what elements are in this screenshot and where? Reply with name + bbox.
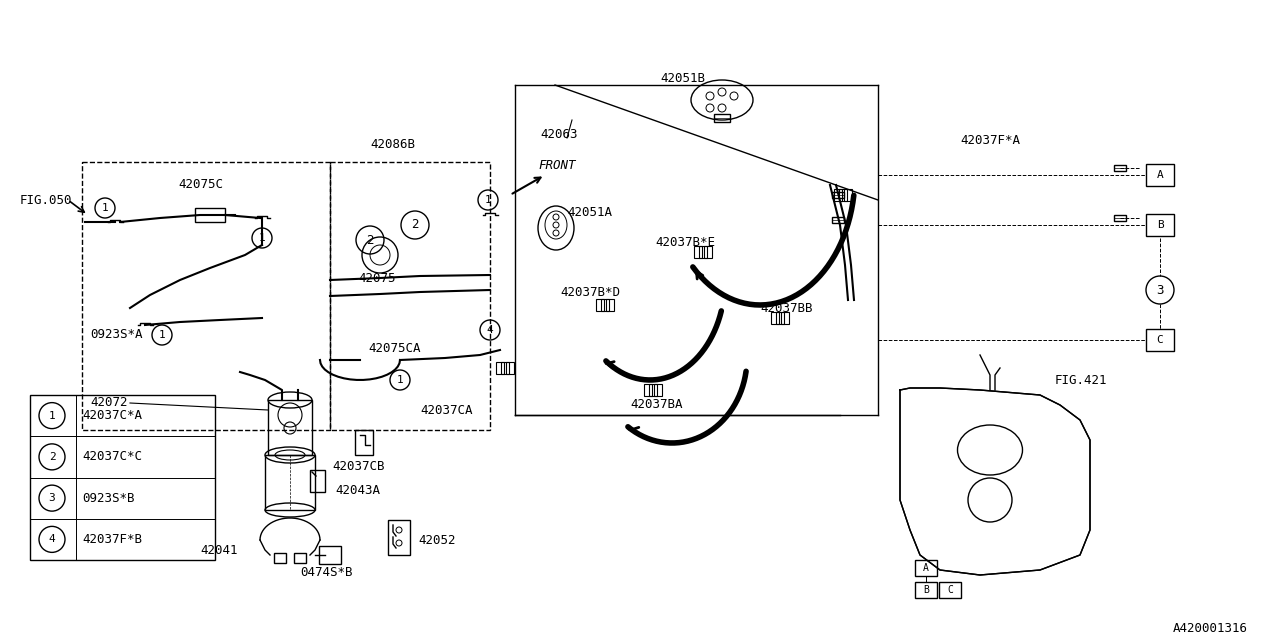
Text: 1: 1 [49,411,55,420]
Bar [838,189,847,201]
Bar [388,520,410,555]
Text: 2: 2 [411,218,419,232]
Bar [915,582,937,598]
Bar [596,299,604,311]
Bar [704,246,712,258]
Text: C: C [947,585,952,595]
Text: 42052: 42052 [419,534,456,547]
Text: 42037BA: 42037BA [630,399,682,412]
Bar [844,189,852,201]
Bar [330,162,490,430]
Bar [1146,164,1174,186]
Text: 42037B*D: 42037B*D [561,285,620,298]
Text: 0923S*A: 0923S*A [90,328,142,342]
Bar [265,455,315,510]
Text: 1: 1 [159,330,165,340]
Bar [274,553,285,563]
Bar [355,430,372,455]
Bar [694,246,701,258]
Bar [832,192,844,198]
Text: 1: 1 [397,375,403,385]
Bar [649,384,657,396]
Text: A420001316: A420001316 [1172,621,1248,634]
Text: 4: 4 [486,325,493,335]
Bar [294,553,306,563]
Bar [781,312,788,324]
Text: 1: 1 [485,195,492,205]
Bar [771,312,780,324]
Text: 42037C*A: 42037C*A [82,409,142,422]
Text: A: A [1157,170,1164,180]
Bar [776,312,783,324]
Text: A: A [923,563,929,573]
Text: 42041: 42041 [200,543,238,557]
Text: 42051A: 42051A [567,207,612,220]
Text: 42075CA: 42075CA [369,342,421,355]
Text: 42037F*A: 42037F*A [960,134,1020,147]
Bar [82,162,330,430]
Text: B: B [1157,220,1164,230]
Text: 2: 2 [49,452,55,462]
Text: 1: 1 [259,233,265,243]
Text: B: B [923,585,929,595]
Text: FRONT: FRONT [538,159,576,172]
Bar [602,299,609,311]
Bar [268,400,312,455]
Polygon shape [900,388,1091,575]
Text: 42075C: 42075C [178,179,223,191]
Text: FIG.050: FIG.050 [20,193,73,207]
Bar [699,246,707,258]
Text: 42037C*C: 42037C*C [82,451,142,463]
Text: 4: 4 [49,534,55,545]
Bar [605,299,614,311]
Text: 0923S*B: 0923S*B [82,492,134,504]
Text: 1: 1 [101,203,109,213]
Text: 42051B: 42051B [660,72,705,84]
Text: 42037CB: 42037CB [332,461,384,474]
Text: FIG.421: FIG.421 [1055,374,1107,387]
Bar [29,395,215,560]
Text: 42037F*B: 42037F*B [82,533,142,546]
Text: C: C [1157,335,1164,345]
Bar [644,384,652,396]
Bar [654,384,662,396]
Text: 0474S*B: 0474S*B [300,566,352,579]
Bar [714,114,730,122]
Bar [500,362,509,374]
Text: 42072: 42072 [90,397,128,410]
Text: 42086B: 42086B [370,138,415,152]
Text: 42063: 42063 [540,129,577,141]
Text: 3: 3 [49,493,55,503]
Bar [319,546,340,564]
Bar [310,470,325,492]
Text: 42075: 42075 [358,271,396,285]
Bar [915,560,937,576]
Text: 2: 2 [366,234,374,246]
Bar [832,217,844,223]
Bar [506,362,515,374]
Bar [1114,165,1126,171]
Text: 42037CA: 42037CA [420,403,472,417]
Bar [940,582,961,598]
Bar [1146,214,1174,236]
Bar [497,362,504,374]
Bar [835,189,842,201]
Text: 3: 3 [1156,284,1164,296]
Text: 42037B*E: 42037B*E [655,236,716,248]
Bar [1146,329,1174,351]
Bar [1114,215,1126,221]
Text: 42037BB: 42037BB [760,301,813,314]
Text: 42043A: 42043A [335,483,380,497]
Bar [195,208,225,222]
